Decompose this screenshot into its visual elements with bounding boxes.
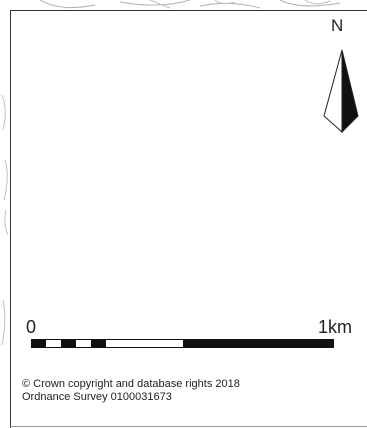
scale-segment — [183, 339, 334, 348]
scale-start-label: 0 — [26, 317, 37, 337]
scale-segment — [31, 339, 46, 348]
scale-bar — [31, 339, 334, 348]
bottom-border — [10, 426, 367, 427]
copyright-notice: © Crown copyright and database rights 20… — [22, 378, 240, 404]
copyright-line-1: © Crown copyright and database rights 20… — [22, 378, 240, 390]
scale-segment — [61, 339, 76, 348]
north-arrow-icon — [323, 49, 359, 134]
copyright-line-2: Ordnance Survey 0100031673 — [22, 391, 172, 403]
legend-panel — [10, 10, 367, 428]
scale-end-label: 1km — [318, 317, 353, 337]
north-label: N — [331, 16, 344, 35]
scale-segment — [91, 339, 106, 348]
